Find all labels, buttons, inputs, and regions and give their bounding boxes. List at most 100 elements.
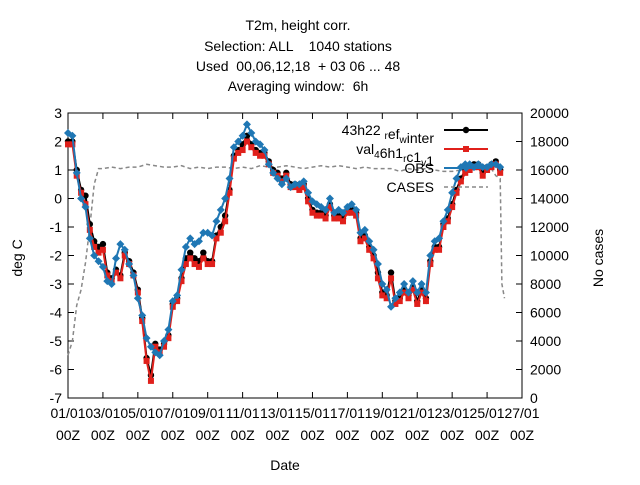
data-point bbox=[466, 167, 473, 173]
data-point bbox=[90, 251, 99, 260]
data-point bbox=[187, 255, 194, 262]
data-point bbox=[243, 132, 251, 139]
data-point bbox=[379, 292, 386, 299]
data-point bbox=[352, 205, 361, 214]
title-line-4: Averaging window: 6h bbox=[228, 78, 369, 94]
title-line-1: T2m, height corr. bbox=[245, 17, 350, 33]
data-point bbox=[360, 225, 369, 234]
data-point bbox=[251, 137, 260, 146]
data-point bbox=[121, 252, 128, 259]
data-point bbox=[104, 272, 111, 279]
data-point bbox=[392, 300, 399, 307]
data-point bbox=[373, 260, 382, 269]
y2-tick-label: 20000 bbox=[530, 105, 569, 121]
plot-frame bbox=[67, 112, 523, 399]
data-point bbox=[234, 137, 243, 146]
data-point bbox=[182, 261, 189, 268]
y2-tick-label: 18000 bbox=[530, 134, 569, 150]
data-point bbox=[229, 143, 238, 152]
data-point bbox=[95, 249, 102, 256]
data-point bbox=[72, 168, 81, 177]
x-tick-label-date: 25/01 bbox=[470, 405, 505, 421]
data-point bbox=[435, 234, 444, 243]
data-point bbox=[217, 229, 224, 236]
data-point bbox=[252, 149, 259, 156]
data-point bbox=[168, 297, 177, 306]
x-tick-label-hour: 00Z bbox=[510, 427, 535, 443]
data-point bbox=[146, 342, 155, 351]
x-tick-label-hour: 00Z bbox=[475, 427, 500, 443]
data-point bbox=[383, 295, 390, 302]
data-point bbox=[321, 205, 330, 214]
legend-label: 43h22 refwinter bbox=[342, 122, 435, 146]
data-point bbox=[374, 275, 381, 282]
data-point bbox=[133, 294, 142, 303]
chart-title: T2m, height corr. Selection: ALL 1040 st… bbox=[196, 17, 401, 94]
data-point bbox=[296, 186, 303, 193]
data-point bbox=[155, 351, 164, 360]
data-point bbox=[282, 174, 291, 183]
series-layer bbox=[64, 120, 506, 384]
data-point bbox=[152, 343, 159, 350]
data-point bbox=[382, 285, 391, 294]
data-point bbox=[426, 251, 435, 260]
x-tick-label-hour: 00Z bbox=[335, 427, 360, 443]
y-tick-label: 1 bbox=[54, 162, 62, 178]
data-point bbox=[339, 208, 348, 217]
data-point bbox=[457, 178, 464, 185]
data-point bbox=[463, 146, 469, 152]
data-point bbox=[164, 325, 173, 334]
data-point bbox=[264, 160, 273, 169]
data-point bbox=[235, 149, 242, 156]
data-point bbox=[238, 131, 247, 140]
x-tick-label-hour: 00Z bbox=[231, 427, 256, 443]
data-point bbox=[160, 337, 169, 345]
data-point bbox=[69, 141, 76, 148]
series-obs bbox=[64, 120, 505, 360]
data-point bbox=[243, 138, 250, 145]
data-point bbox=[194, 237, 203, 246]
data-point bbox=[269, 168, 278, 177]
x-tick-label-hour: 00Z bbox=[161, 427, 186, 443]
series-43h22-r-ef-w-inter bbox=[64, 132, 504, 379]
data-point bbox=[409, 286, 416, 293]
data-point bbox=[186, 234, 195, 243]
data-point bbox=[142, 334, 151, 343]
legend-label: OBS bbox=[404, 160, 434, 176]
data-point bbox=[462, 164, 470, 172]
data-point bbox=[91, 243, 98, 250]
y-tick-label: -2 bbox=[50, 248, 63, 264]
data-point bbox=[81, 203, 90, 212]
data-point bbox=[117, 275, 124, 282]
data-point bbox=[395, 288, 404, 297]
data-point bbox=[99, 246, 106, 253]
x-tick-label-hour: 00Z bbox=[56, 427, 81, 443]
data-point bbox=[200, 249, 207, 256]
data-point bbox=[422, 298, 429, 305]
data-point bbox=[230, 155, 237, 162]
data-point bbox=[216, 205, 225, 214]
data-point bbox=[439, 217, 448, 226]
data-point bbox=[68, 131, 77, 140]
data-point bbox=[86, 226, 93, 233]
data-point bbox=[443, 205, 452, 214]
y2-tick-label: 4000 bbox=[530, 333, 561, 349]
data-point bbox=[273, 174, 282, 183]
data-point bbox=[462, 126, 470, 134]
data-point bbox=[449, 204, 456, 211]
data-point bbox=[173, 291, 182, 300]
data-point bbox=[391, 294, 400, 303]
series-line bbox=[67, 121, 501, 357]
data-point bbox=[242, 120, 251, 129]
data-point bbox=[305, 198, 312, 205]
series-val-4-6h1-r-c1-v-1 bbox=[65, 138, 504, 384]
title-line-2: Selection: ALL 1040 stations bbox=[204, 38, 392, 54]
y2-tick-label: 16000 bbox=[530, 162, 569, 178]
data-point bbox=[344, 209, 351, 216]
data-point bbox=[431, 246, 438, 253]
data-point bbox=[388, 275, 395, 282]
data-point bbox=[65, 141, 71, 148]
data-point bbox=[147, 377, 154, 384]
data-point bbox=[366, 246, 373, 253]
data-point bbox=[444, 218, 451, 225]
